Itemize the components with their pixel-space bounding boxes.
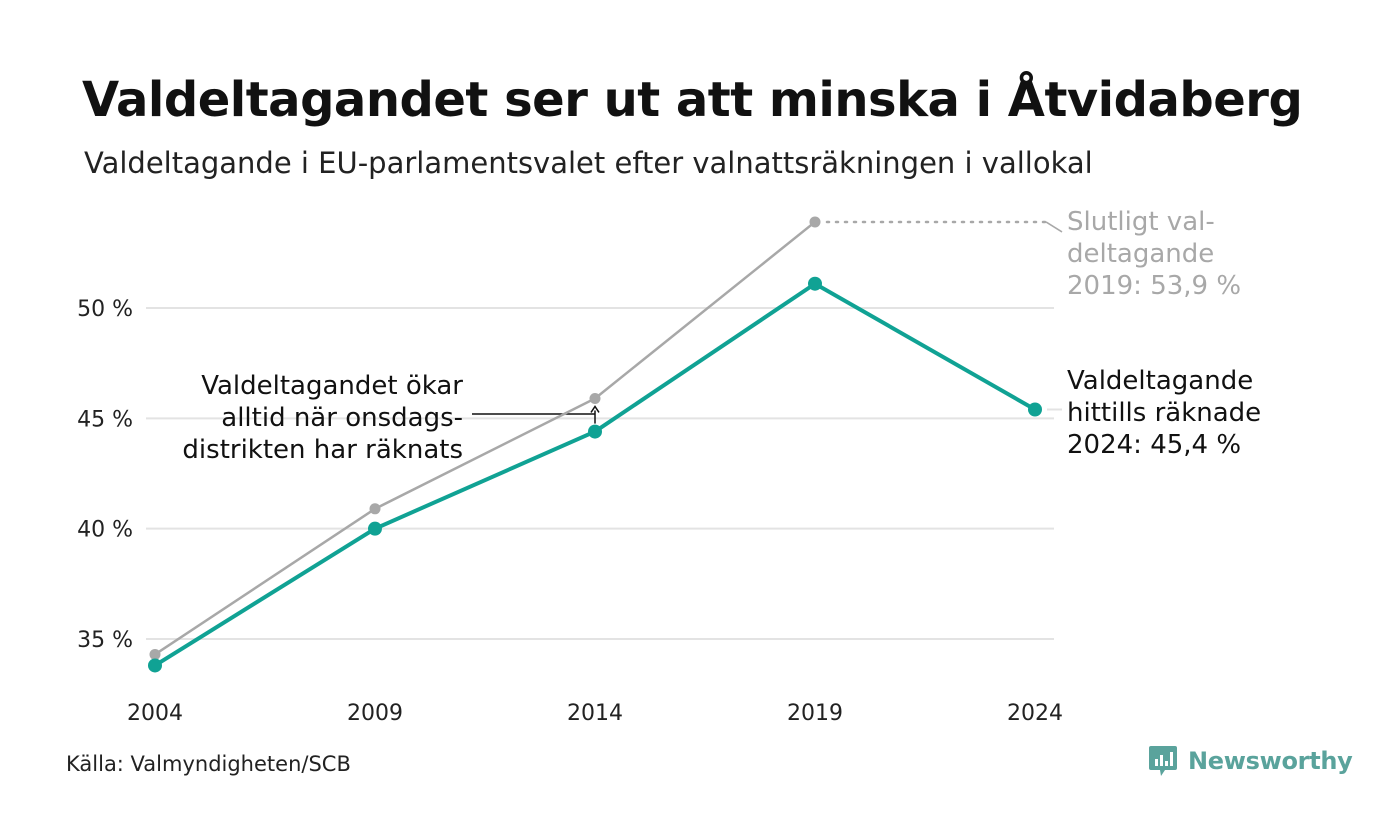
x-tick-label: 2004 [127,701,183,726]
counted-2024-label: Valdeltagande hittills räknade 2024: 45,4 … [1067,366,1261,460]
final-series-point [369,503,381,515]
election-night-series-point [808,276,822,291]
final-series-line [153,220,817,656]
x-axis-ticks: 2004 2009 2014 2019 2024 [127,701,1063,726]
brand-logo: Newsworthy [1148,744,1353,778]
final-2019-label-line: deltagande [1067,239,1214,269]
wednesday-arrowhead [590,405,600,413]
wednesday-note-line: Valdeltagandet ökar [201,371,463,401]
election-night-series-point [148,658,162,673]
series-layer [148,216,1042,673]
final-2019-label: Slutligt val-deltagande 2019: 53,9 % [1067,207,1241,301]
brand-name: Newsworthy [1188,747,1353,775]
y-tick-label: 40 % [77,518,133,543]
annotation-text: Slutligt val-deltagande 2019: 53,9 % Valde… [182,207,1261,465]
x-tick-label: 2024 [1007,701,1063,726]
final-series-point [149,648,161,660]
annotation-leaders [472,220,1063,424]
grid-lines [146,307,1054,640]
election-night-series-point [588,424,602,439]
final-2019-leader-tick [1045,221,1063,233]
counted-2024-label-line: 2024: 45,4 % [1067,430,1241,460]
chart-subtitle: Valdeltagande i EU-parlamentsvalet efter… [84,146,1093,180]
y-axis-ticks: 35 % 40 % 45 % 50 % [77,297,133,653]
wednesday-note-line: alltid när onsdags- [221,403,463,433]
final-series-point [589,392,601,404]
y-tick-label: 35 % [77,628,133,653]
x-tick-label: 2019 [787,701,843,726]
election-night-series-point [1028,402,1042,417]
y-tick-label: 45 % [77,407,133,432]
final-2019-label-line: 2019: 53,9 % [1067,271,1241,301]
source-note: Källa: Valmyndigheten/SCB [66,752,351,776]
x-tick-label: 2014 [567,701,623,726]
wednesday-note-line: distrikten har räknats [182,435,463,465]
election-night-series-line [153,281,1037,668]
counted-2024-label-line: Valdeltagande [1067,366,1253,396]
counted-2024-label-line: hittills räknade [1067,398,1261,428]
newsworthy-icon [1149,746,1177,776]
chart-title: Valdeltagandet ser ut att minska i Åtvid… [82,72,1303,128]
election-night-series-point [368,521,382,536]
x-tick-label: 2009 [347,701,403,726]
final-series-point [809,216,821,228]
wednesday-note: Valdeltagandet ökar alltid när onsdags-di… [182,371,463,465]
final-2019-label-line: Slutligt val- [1067,207,1215,237]
y-tick-label: 50 % [77,297,133,322]
